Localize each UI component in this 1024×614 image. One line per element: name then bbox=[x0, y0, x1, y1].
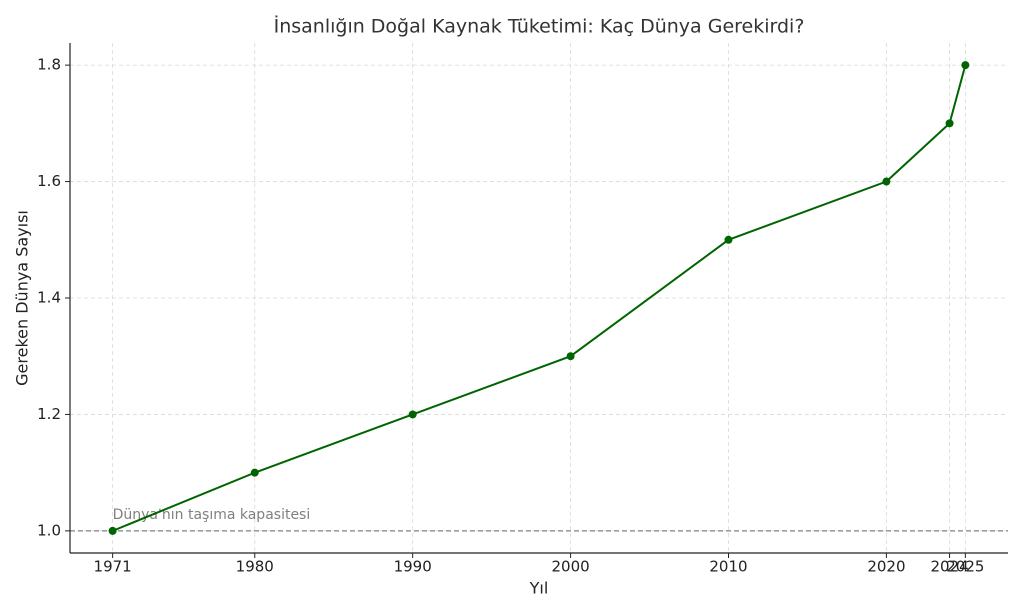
x-tick-label: 2000 bbox=[551, 558, 589, 576]
chart-title: İnsanlığın Doğal Kaynak Tüketimi: Kaç Dü… bbox=[274, 15, 805, 38]
x-tick-label: 2020 bbox=[867, 558, 905, 576]
reference-label: Dünya'nın taşıma kapasitesi bbox=[113, 507, 311, 523]
data-point bbox=[945, 119, 954, 128]
y-axis-label: Gereken Dünya Sayısı bbox=[13, 210, 32, 386]
y-tick-label: 1.0 bbox=[37, 521, 61, 539]
data-point bbox=[724, 235, 733, 244]
x-axis-label: Yıl bbox=[529, 579, 549, 598]
data-point bbox=[566, 352, 575, 361]
x-tick-label: 2025 bbox=[946, 558, 984, 576]
x-tick-label: 1990 bbox=[394, 558, 432, 576]
data-point bbox=[108, 526, 117, 535]
x-tick-label: 1980 bbox=[236, 558, 274, 576]
data-point bbox=[882, 177, 891, 186]
data-point bbox=[961, 61, 970, 70]
data-point bbox=[250, 468, 259, 477]
data-point bbox=[408, 410, 417, 419]
y-tick-label: 1.4 bbox=[37, 289, 61, 307]
y-tick-label: 1.6 bbox=[37, 172, 61, 190]
x-tick-label: 2024 bbox=[930, 558, 968, 576]
x-tick-label: 1971 bbox=[94, 558, 132, 576]
y-tick-label: 1.8 bbox=[37, 56, 61, 74]
y-tick-label: 1.2 bbox=[37, 405, 61, 423]
data-line bbox=[112, 64, 967, 532]
x-tick-label: 2010 bbox=[709, 558, 747, 576]
